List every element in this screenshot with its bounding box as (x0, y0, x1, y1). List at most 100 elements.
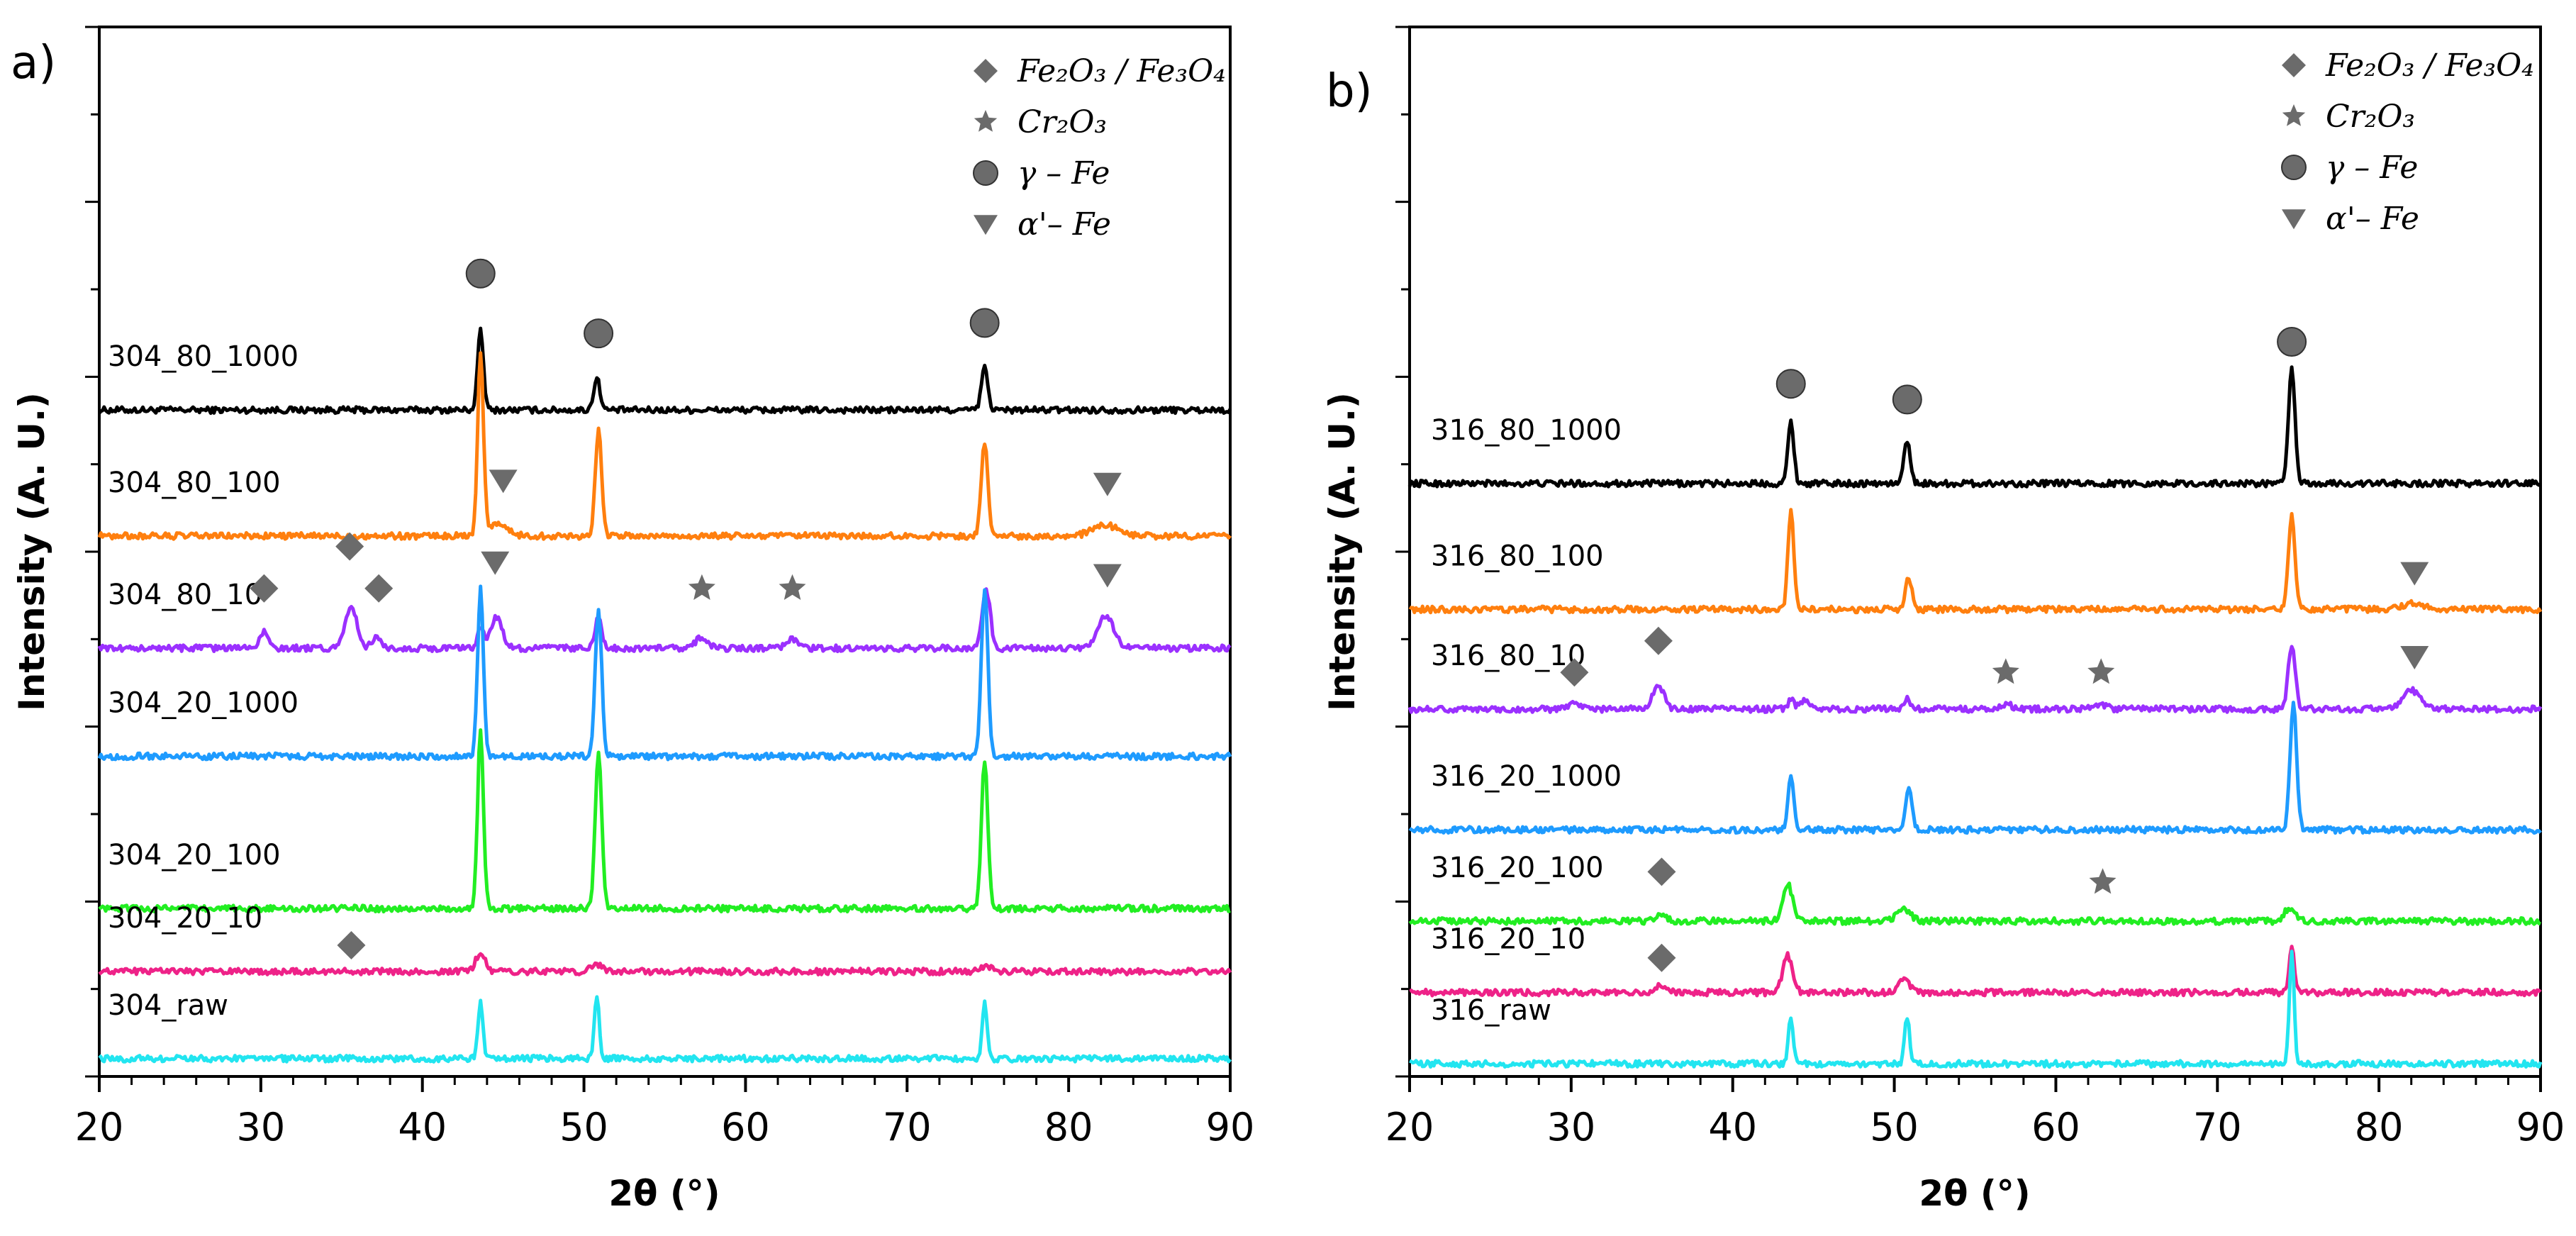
panel-a-series-304_80_10 (97, 587, 1232, 654)
panel-a-x-tick-label: 40 (398, 1105, 447, 1149)
panel-b-x-tick-label: 50 (1870, 1105, 1919, 1149)
panel-b-peak-marker-circle (1775, 369, 1806, 399)
panel-a-peak-marker-circle (584, 318, 614, 349)
panel-b-series-label: 316_20_100 (1431, 852, 1604, 884)
panel-b-x-tick-label: 90 (2516, 1105, 2565, 1149)
panel-a-legend-circle-icon (973, 160, 998, 186)
panel-a-peak-marker-circle (969, 308, 1000, 338)
panel-a-series-label: 304_raw (108, 989, 228, 1022)
panel-a-series-304_80_100 (97, 351, 1232, 541)
panel-b-peak-marker-triangle-down (2400, 562, 2429, 586)
panel-a-peak-marker-diamond (364, 574, 394, 603)
panel-a-peak-marker-triangle-down (481, 551, 510, 575)
panel-a-x-tick-label: 80 (1044, 1105, 1093, 1149)
panel-b-legend-star-icon (2282, 104, 2306, 126)
panel-a-legend-label-alpha_fe: α'– Fe (1017, 206, 1111, 243)
panel-b-x-tick-label: 70 (2193, 1105, 2242, 1149)
panel-b-series-316_80_100 (1408, 508, 2543, 615)
panel-b-series-316_80_10 (1407, 645, 2543, 714)
panel-b-series-label: 316_20_10 (1431, 923, 1585, 956)
panel-a-legend-diamond-icon (974, 59, 998, 83)
panel-b-x-axis-title: 2θ (°) (1919, 1173, 2030, 1214)
panel-b-x-tick-label: 80 (2355, 1105, 2404, 1149)
panel-a-label-layer: 304_80_1000 304_80_100 304_80_10 304_20_100… (108, 340, 299, 1022)
panel-a-series-label: 304_80_100 (108, 467, 281, 499)
panel-b-series-label: 316_raw (1431, 994, 1551, 1027)
panel-b-legend-label-chromia: Cr₂O₃ (2326, 99, 2415, 135)
panel-a-series-304_raw (98, 995, 1232, 1064)
panel-b-legend-triangle-down-icon (2282, 209, 2306, 230)
panel-a-x-tick-label: 20 (75, 1105, 124, 1149)
panel-b-x-tick-label: 40 (1708, 1105, 1757, 1149)
panel-a-peak-marker-triangle-down (489, 469, 518, 494)
panel-a-series-304_20_100 (98, 728, 1232, 914)
panel-b-peak-marker-star (2087, 658, 2115, 684)
panel-b-series-316_20_10 (1409, 945, 2542, 998)
panel-b-tick-layer: 20 30 40 50 60 70 80 90 (1385, 26, 2565, 1149)
panel-b: b) 316_80_1000 316_80_100 316_80_10 316_20_… (1322, 26, 2565, 1214)
panel-a-series-label: 304_20_100 (108, 839, 281, 872)
panel-b-peak-marker-diamond (1644, 626, 1673, 655)
panel-b-series-316_80_1000 (1407, 365, 2541, 489)
panel-b-x-tick-label: 60 (2031, 1105, 2080, 1149)
panel-b-series-316_raw (1409, 950, 2543, 1069)
panel-a-series-label: 304_20_10 (108, 902, 262, 935)
panel-b-legend: Fe₂O₃ / Fe₃O₄ Cr₂O₃ γ – Fe α'– Fe (2281, 48, 2534, 237)
panel-a-legend-label-gamma_fe: γ – Fe (1017, 155, 1110, 191)
panel-a-letter: a) (11, 37, 56, 89)
panel-a-x-tick-label: 70 (883, 1105, 932, 1149)
panel-b-marker-layer (1560, 327, 2429, 972)
panel-a-peak-marker-star (688, 574, 715, 600)
panel-b-series-label: 316_20_1000 (1431, 760, 1622, 793)
panel-b-legend-diamond-icon (2282, 53, 2306, 77)
panel-a-legend-triangle-down-icon (974, 215, 998, 235)
panel-a-series-304_20_10 (98, 952, 1232, 976)
panel-b-legend-label-alpha_fe: α'– Fe (2326, 201, 2419, 237)
panel-b-letter: b) (1326, 65, 1373, 118)
panel-b-x-tick-label: 30 (1546, 1105, 1595, 1149)
panel-b-peak-marker-circle (1892, 384, 1922, 415)
panel-b-peak-marker-triangle-down (2400, 646, 2429, 669)
panel-b-peak-marker-circle (2277, 327, 2307, 357)
panel-a-series-label: 304_80_10 (108, 579, 262, 611)
panel-a-series-label: 304_20_1000 (108, 687, 299, 720)
panel-b-series-layer (1407, 365, 2543, 1069)
panel-a-x-axis-title: 2θ (°) (608, 1173, 720, 1214)
panel-a-y-axis-title: Intensity (A. U.) (11, 392, 52, 711)
panel-b-legend-label-gamma_fe: γ – Fe (2326, 150, 2418, 186)
panel-b-series-316_20_100 (1408, 881, 2541, 926)
panel-a-peak-marker-diamond (335, 532, 364, 561)
panel-a-x-tick-label: 60 (721, 1105, 770, 1149)
panel-a-tick-layer: 20 30 40 50 60 70 80 90 (75, 26, 1255, 1149)
panel-b-peak-marker-star (2089, 868, 2117, 894)
panel-b-legend-label-iron_oxide: Fe₂O₃ / Fe₃O₄ (2325, 48, 2534, 84)
panel-a-x-tick-label: 50 (559, 1105, 608, 1149)
panel-a-legend-star-icon (974, 110, 998, 132)
panel-a-x-tick-label: 30 (236, 1105, 285, 1149)
panel-a-marker-layer (250, 258, 1122, 959)
panel-b-legend-circle-icon (2281, 155, 2307, 180)
panel-a-x-tick-label: 90 (1206, 1105, 1255, 1149)
panel-b-label-layer: 316_80_1000 316_80_100 316_80_10 316_20_100… (1431, 414, 1622, 1027)
panel-b-y-axis-title: Intensity (A. U.) (1322, 392, 1363, 711)
panel-a: a) 304_80_1000 304_80_100 304_80_10 304_20_… (11, 26, 1255, 1214)
panel-a-series-label: 304_80_1000 (108, 340, 299, 373)
panel-b-series-316_20_1000 (1408, 701, 2542, 835)
panel-a-peak-marker-diamond (250, 574, 279, 603)
panel-a-peak-marker-star (779, 574, 806, 600)
panel-b-peak-marker-diamond (1560, 658, 1589, 687)
panel-a-peak-marker-triangle-down (1093, 472, 1122, 496)
panel-b-series-label: 316_80_10 (1431, 640, 1585, 672)
panel-b-peak-marker-diamond (1647, 943, 1676, 972)
panel-b-series-label: 316_80_100 (1431, 540, 1604, 572)
panel-a-series-304_80_1000 (98, 326, 1232, 416)
panel-a-legend-label-chromia: Cr₂O₃ (1017, 104, 1107, 140)
panel-b-peak-marker-diamond (1647, 857, 1676, 886)
panel-b-series-label: 316_80_1000 (1431, 414, 1622, 447)
panel-a-legend: Fe₂O₃ / Fe₃O₄ Cr₂O₃ γ – Fe α'– Fe (973, 53, 1226, 243)
panel-b-peak-marker-star (1992, 658, 2019, 684)
panel-a-legend-label-iron_oxide: Fe₂O₃ / Fe₃O₄ (1017, 53, 1226, 89)
panel-a-peak-marker-circle (465, 258, 496, 289)
